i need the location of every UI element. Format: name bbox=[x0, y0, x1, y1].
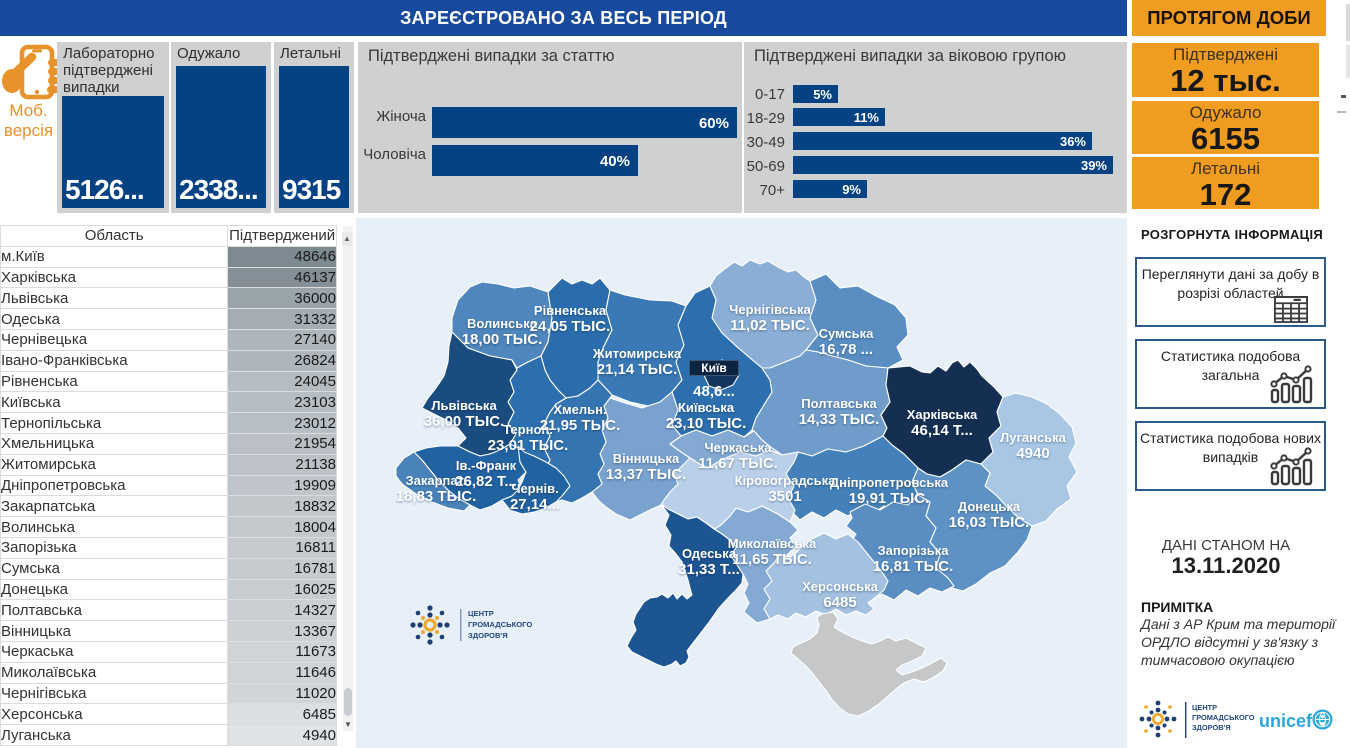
svg-text:ЗДОРОВ'Я: ЗДОРОВ'Я bbox=[468, 631, 508, 640]
svg-text:ЗДОРОВ'Я: ЗДОРОВ'Я bbox=[1192, 723, 1231, 732]
svg-text:ГРОМАДСЬКОГО: ГРОМАДСЬКОГО bbox=[468, 620, 532, 629]
svg-text:ГРОМАДСЬКОГО: ГРОМАДСЬКОГО bbox=[1192, 713, 1255, 722]
svg-text:ЦЕНТР: ЦЕНТР bbox=[468, 609, 494, 618]
svg-text:ЦЕНТР: ЦЕНТР bbox=[1192, 703, 1217, 712]
